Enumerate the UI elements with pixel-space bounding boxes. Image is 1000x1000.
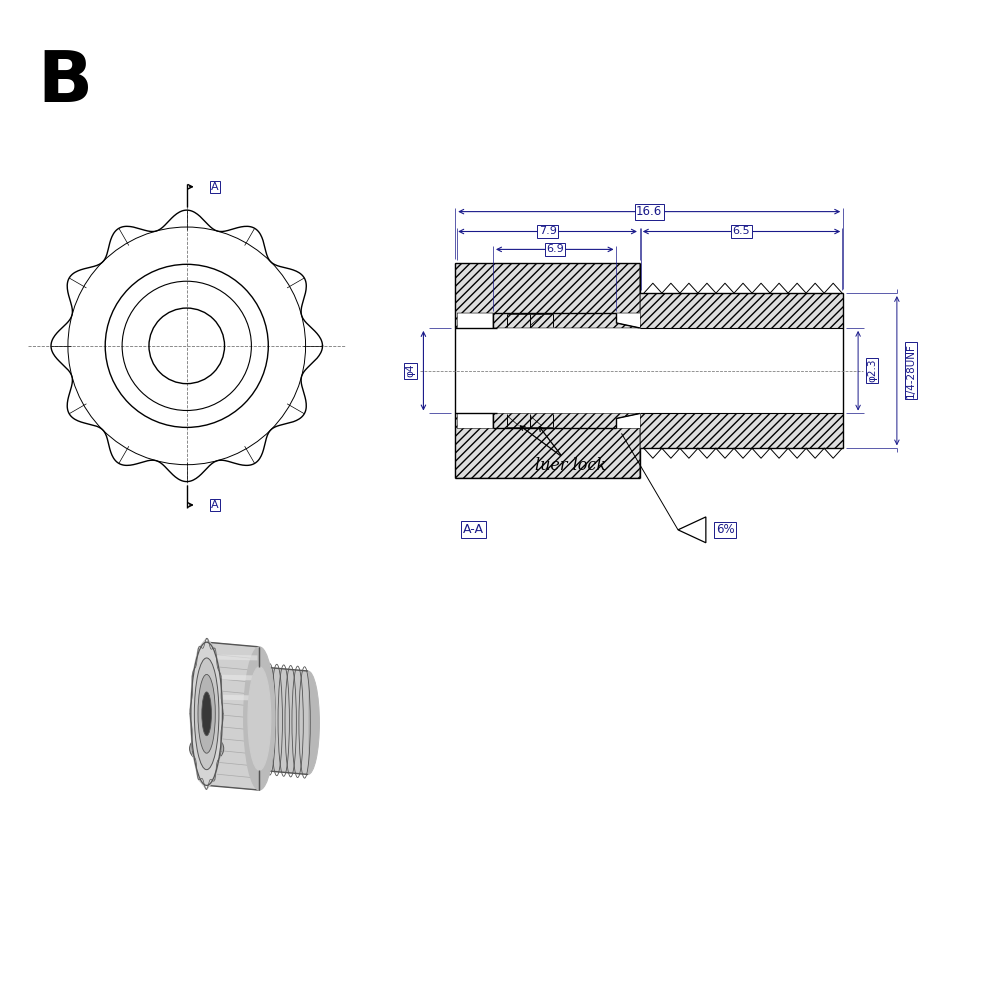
Polygon shape (215, 648, 221, 676)
Polygon shape (190, 714, 192, 752)
Ellipse shape (190, 735, 224, 762)
Text: 1/4-28UNF: 1/4-28UNF (906, 343, 916, 398)
Text: 16.6: 16.6 (636, 205, 662, 218)
Polygon shape (215, 752, 221, 779)
Polygon shape (221, 714, 223, 752)
Polygon shape (190, 676, 192, 714)
Polygon shape (192, 648, 198, 676)
Polygon shape (209, 654, 257, 660)
Polygon shape (198, 778, 207, 789)
Text: 6.5: 6.5 (733, 227, 750, 236)
Polygon shape (221, 676, 223, 714)
Polygon shape (207, 642, 259, 790)
Polygon shape (678, 517, 706, 543)
Polygon shape (198, 638, 207, 648)
Text: 6%: 6% (716, 523, 734, 536)
Text: φ4: φ4 (405, 364, 415, 377)
Ellipse shape (248, 667, 271, 770)
Ellipse shape (191, 642, 222, 785)
Ellipse shape (198, 674, 215, 753)
Text: A: A (211, 182, 218, 192)
Text: 7.9: 7.9 (539, 227, 556, 236)
Polygon shape (207, 779, 215, 789)
Ellipse shape (202, 692, 211, 736)
Polygon shape (192, 752, 198, 779)
Ellipse shape (297, 671, 319, 774)
Text: luer lock: luer lock (535, 457, 606, 474)
Text: A: A (211, 500, 218, 510)
Text: A-A: A-A (463, 523, 484, 536)
Polygon shape (259, 667, 308, 774)
Polygon shape (640, 293, 843, 328)
Ellipse shape (194, 658, 219, 770)
Polygon shape (455, 263, 640, 328)
Text: φ2.3: φ2.3 (867, 359, 877, 382)
Text: B: B (38, 48, 93, 117)
Polygon shape (209, 695, 257, 700)
Polygon shape (207, 638, 215, 649)
Ellipse shape (244, 647, 275, 790)
Polygon shape (640, 413, 843, 448)
Text: 6.9: 6.9 (546, 244, 564, 254)
Polygon shape (455, 413, 640, 478)
Polygon shape (209, 674, 257, 680)
